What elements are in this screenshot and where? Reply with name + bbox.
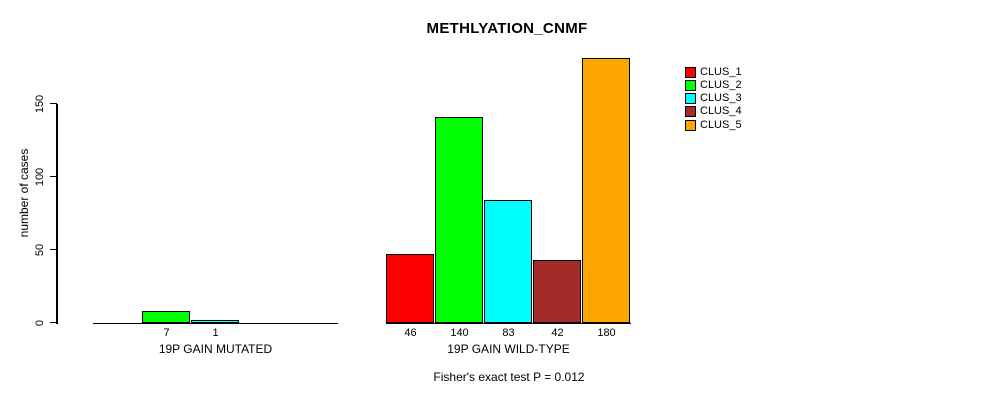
bar-value-label: 180 [597, 326, 616, 339]
y-axis-tick [49, 321, 57, 324]
y-axis-tick-label: 0 [34, 319, 46, 326]
bar [191, 319, 239, 323]
bar [484, 199, 532, 323]
group-baseline [386, 322, 631, 324]
legend-swatch [684, 66, 696, 78]
bar-value-label: 42 [551, 326, 564, 339]
legend-swatch [684, 106, 696, 118]
legend-swatch [684, 119, 696, 131]
y-axis-tick [49, 102, 57, 105]
bar [142, 310, 190, 323]
y-axis-tick-label: 100 [34, 167, 46, 186]
bar [533, 259, 581, 323]
y-axis-tick [49, 175, 57, 178]
bar-value-label: 140 [450, 326, 469, 339]
bar-value-label: 7 [163, 326, 170, 339]
group-label: 19P GAIN WILD-TYPE [447, 342, 570, 356]
bar [435, 116, 483, 323]
y-axis-tick-label: 150 [34, 94, 46, 113]
legend-label: CLUS_3 [700, 92, 742, 105]
legend-label: CLUS_4 [700, 105, 742, 118]
annotation-text: Fisher's exact test P = 0.012 [433, 370, 585, 384]
chart-title: METHLYATION_CNMF [426, 20, 588, 37]
legend-label: CLUS_5 [700, 118, 742, 131]
bar [386, 253, 434, 323]
bar [582, 58, 630, 323]
group-baseline [93, 322, 338, 324]
legend-label: CLUS_1 [700, 65, 742, 78]
bar-value-label: 46 [404, 326, 417, 339]
y-axis-line [56, 103, 58, 324]
legend-swatch [684, 79, 696, 91]
legend-label: CLUS_2 [700, 78, 742, 91]
group-label: 19P GAIN MUTATED [158, 342, 273, 356]
legend-swatch [684, 93, 696, 105]
y-axis-tick-label: 50 [34, 243, 46, 256]
y-axis-tick [49, 248, 57, 251]
bar-value-label: 83 [502, 326, 515, 339]
bar-value-label: 1 [212, 326, 219, 339]
